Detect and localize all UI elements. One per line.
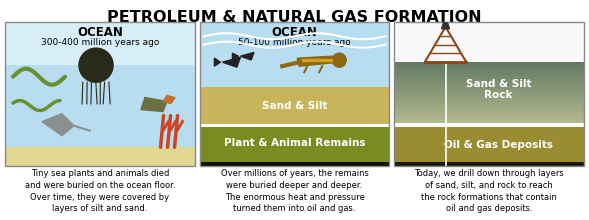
Polygon shape	[141, 97, 167, 112]
Polygon shape	[214, 58, 220, 66]
Bar	[394, 22, 584, 166]
Text: OCEAN: OCEAN	[77, 26, 123, 39]
Bar	[394, 77, 584, 81]
Bar	[200, 87, 389, 124]
Bar	[5, 22, 195, 65]
Bar	[394, 101, 584, 105]
Bar	[394, 127, 584, 162]
Bar	[5, 22, 195, 166]
Polygon shape	[442, 23, 449, 29]
Bar	[200, 162, 389, 166]
Bar	[394, 65, 584, 68]
Text: Over millions of years, the remains
were buried deeper and deeper.
The enormous : Over millions of years, the remains were…	[220, 169, 369, 213]
Bar	[394, 116, 584, 120]
Bar	[394, 95, 584, 99]
Text: Sand & Silt
Rock: Sand & Silt Rock	[466, 79, 531, 100]
Bar	[394, 22, 584, 62]
Bar	[394, 119, 584, 123]
Polygon shape	[297, 56, 339, 66]
Polygon shape	[42, 114, 74, 136]
Text: OCEAN: OCEAN	[272, 26, 317, 39]
Bar	[394, 107, 584, 111]
Bar	[394, 98, 584, 102]
Text: Plant & Animal Remains: Plant & Animal Remains	[224, 138, 365, 148]
Bar	[394, 74, 584, 77]
Bar	[394, 113, 584, 117]
Bar	[394, 80, 584, 83]
Bar	[200, 127, 389, 166]
Polygon shape	[163, 95, 175, 104]
Text: 300-400 million years ago: 300-400 million years ago	[41, 38, 159, 47]
Polygon shape	[233, 53, 239, 59]
Text: PETROLEUM & NATURAL GAS FORMATION: PETROLEUM & NATURAL GAS FORMATION	[107, 10, 481, 25]
Circle shape	[79, 48, 113, 82]
Circle shape	[332, 53, 346, 67]
Polygon shape	[302, 59, 332, 61]
Bar	[200, 22, 389, 166]
Text: Oil & Gas Deposits: Oil & Gas Deposits	[444, 140, 553, 150]
Text: Today, we drill down through layers
of sand, silt, and rock to reach
the rock fo: Today, we drill down through layers of s…	[414, 169, 564, 213]
Bar	[394, 71, 584, 74]
Bar	[394, 110, 584, 114]
Polygon shape	[240, 52, 254, 60]
Bar	[5, 147, 195, 166]
Bar	[394, 62, 584, 65]
Bar	[5, 22, 195, 166]
Text: Tiny sea plants and animals died
and were buried on the ocean floor.
Over time, : Tiny sea plants and animals died and wer…	[25, 169, 175, 213]
Bar	[394, 68, 584, 72]
Bar	[394, 86, 584, 90]
Bar	[394, 92, 584, 95]
Bar	[394, 89, 584, 93]
Bar	[394, 104, 584, 108]
Polygon shape	[223, 57, 240, 67]
Bar	[200, 22, 389, 87]
Text: Sand & Silt: Sand & Silt	[262, 101, 327, 110]
Bar	[394, 83, 584, 86]
Text: 50-100 million years ago: 50-100 million years ago	[238, 38, 351, 47]
Bar	[394, 162, 584, 166]
